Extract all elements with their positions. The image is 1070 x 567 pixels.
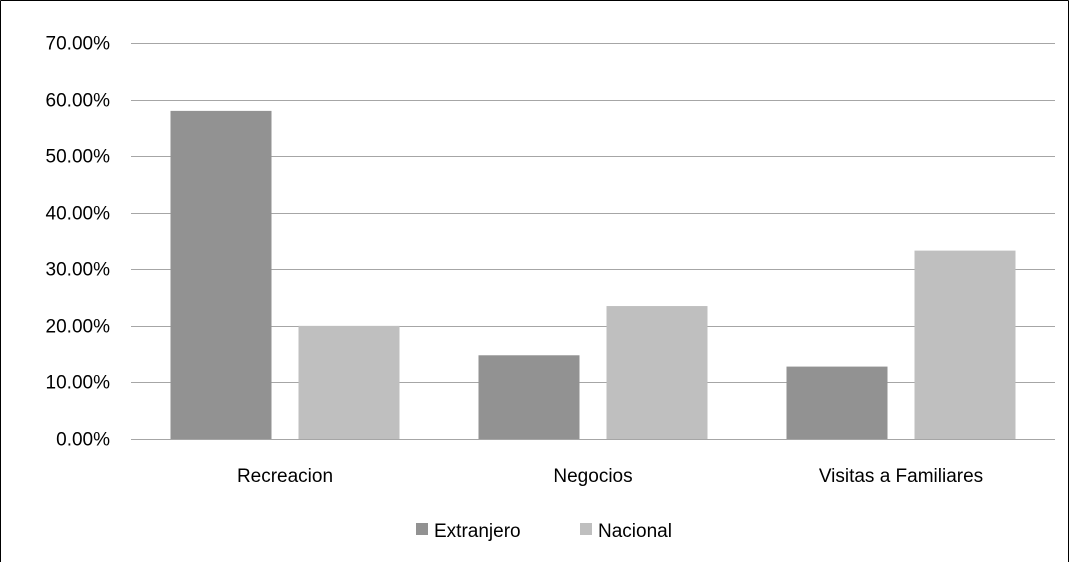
y-tick-label: 50.00% (46, 147, 111, 168)
y-axis-tick-labels: 0.00% 10.00% 20.00% 30.00% 40.00% 50.00% 60.00… (46, 34, 111, 451)
bar-extranjero-visitas-a-familiares (786, 366, 888, 439)
bar-nacional-recreacion (298, 325, 400, 439)
gridlines (131, 43, 1055, 440)
bar-extranjero-recreacion (170, 110, 272, 439)
y-tick-label: 30.00% (46, 260, 111, 281)
y-tick-label: 70.00% (46, 34, 111, 55)
x-axis-tick-labels: Recreacion Negocios Visitas a Familiares (237, 466, 983, 487)
legend-label: Nacional (598, 521, 672, 542)
legend-swatch (416, 523, 428, 535)
bars (170, 110, 1016, 439)
y-tick-label: 40.00% (46, 204, 111, 225)
x-tick-label: Recreacion (237, 466, 333, 487)
y-tick-label: 20.00% (46, 317, 111, 338)
legend-item-extranjero: Extranjero (416, 521, 521, 542)
y-tick-label: 10.00% (46, 373, 111, 394)
y-tick-label: 0.00% (56, 430, 110, 451)
x-tick-label: Negocios (553, 466, 632, 487)
bar-nacional-negocios (606, 306, 708, 439)
bar-extranjero-negocios (478, 355, 580, 439)
bar-nacional-visitas-a-familiares (914, 250, 1016, 439)
legend-label: Extranjero (434, 521, 521, 542)
legend-swatch (580, 523, 592, 535)
y-tick-label: 60.00% (46, 91, 111, 112)
legend: Extranjero Nacional (416, 521, 672, 542)
legend-item-nacional: Nacional (580, 521, 672, 542)
x-tick-label: Visitas a Familiares (819, 466, 983, 487)
